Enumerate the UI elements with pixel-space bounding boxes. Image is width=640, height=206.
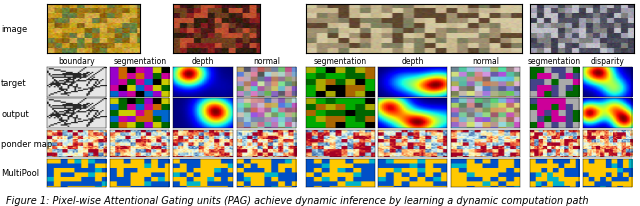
Text: segmentation: segmentation	[113, 56, 166, 66]
Text: output: output	[1, 109, 29, 118]
Text: target: target	[1, 78, 27, 87]
Text: normal: normal	[253, 56, 280, 66]
Text: image: image	[1, 25, 28, 34]
Text: depth: depth	[192, 56, 214, 66]
Text: Figure 1: Pixel-wise Attentional Gating units (PAG) achieve dynamic inference by: Figure 1: Pixel-wise Attentional Gating …	[6, 195, 589, 205]
Text: segmentation: segmentation	[314, 56, 367, 66]
Text: depth: depth	[402, 56, 424, 66]
Text: MultiPool: MultiPool	[1, 169, 40, 177]
Text: disparity: disparity	[590, 56, 624, 66]
Text: segmentation: segmentation	[527, 56, 580, 66]
Text: ponder map: ponder map	[1, 139, 52, 148]
Text: normal: normal	[472, 56, 499, 66]
Text: boundary: boundary	[58, 56, 95, 66]
